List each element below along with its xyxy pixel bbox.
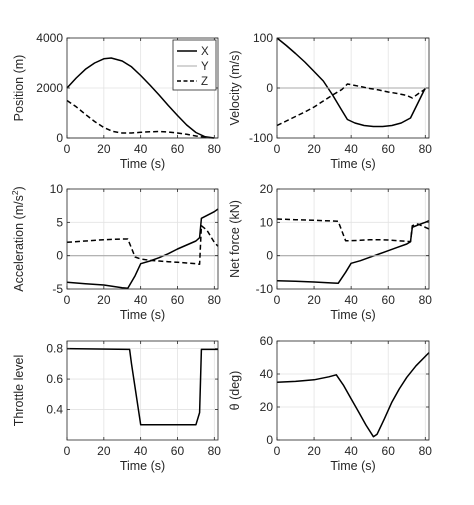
plot-area (67, 189, 218, 289)
x-tick-label: 40 (344, 142, 358, 156)
legend-label-y: Y (201, 61, 209, 73)
series-line-3 (66, 224, 219, 266)
y-tick-label: 0 (266, 249, 273, 263)
x-tick-label: 20 (97, 142, 111, 156)
legend-label-z: Z (201, 76, 208, 88)
x-tick-label: 40 (134, 444, 148, 458)
x-axis-label: Time (s) (120, 157, 165, 171)
x-tick-label: 40 (134, 293, 148, 307)
x-tick-label: 20 (307, 142, 321, 156)
x-tick-label: 40 (134, 142, 148, 156)
y-tick-label: 0 (266, 81, 273, 95)
y-axis-label: Net force (kN) (228, 200, 242, 278)
x-tick-label: 80 (208, 293, 222, 307)
axes-frame (66, 340, 219, 441)
axes-frame (66, 188, 219, 290)
x-tick-label: 40 (344, 293, 358, 307)
x-tick-label: 80 (208, 444, 222, 458)
x-tick-label: 60 (171, 293, 185, 307)
y-tick-label: -5 (52, 282, 63, 296)
y-tick-label: 0.6 (46, 372, 63, 386)
y-tick-label: 2000 (36, 81, 63, 95)
x-axis-label: Time (s) (330, 157, 375, 171)
y-tick-label: 0 (56, 131, 63, 145)
series-line-3 (276, 83, 426, 127)
y-axis-label: Throttle level (12, 355, 26, 427)
legend-label-x: X (201, 46, 209, 58)
x-tick-label: 60 (171, 142, 185, 156)
x-tick-label: 40 (344, 444, 358, 458)
chart-throttle: 0 20 40 60 80 0.4 0.6 0.8 Time (s) Throttle level (12, 340, 222, 473)
axes-frame (276, 188, 430, 290)
x-axis-label: Time (s) (330, 308, 375, 322)
x-tick-label: 20 (307, 444, 321, 458)
x-axis-label: Time (s) (120, 459, 165, 473)
x-tick-label: 20 (307, 293, 321, 307)
y-axis-label: Position (m) (12, 55, 26, 122)
plot-area (277, 341, 429, 440)
series-line-3 (276, 218, 430, 243)
series-line-1 (66, 208, 219, 290)
series-line-z (66, 99, 215, 139)
y-tick-label: 4000 (36, 31, 63, 45)
x-tick-label: 0 (64, 293, 71, 307)
x-tick-label: 0 (274, 293, 281, 307)
x-tick-label: 80 (208, 142, 222, 156)
plot-area (67, 341, 218, 440)
plot-area (277, 189, 429, 289)
series-line-1 (66, 347, 218, 426)
y-tick-label: 0 (56, 249, 63, 263)
y-axis-label: Velocity (m/s) (228, 50, 242, 125)
legend: XYZ (172, 39, 217, 91)
y-tick-label: 10 (260, 215, 274, 229)
y-tick-label: 0.8 (46, 342, 63, 356)
y-tick-label: -10 (256, 282, 274, 296)
x-tick-label: 60 (382, 142, 396, 156)
x-tick-label: 0 (64, 444, 71, 458)
x-tick-label: 60 (382, 293, 396, 307)
y-axis-label: Acceleration (m/s2) (10, 186, 26, 291)
chart-position: 0 20 40 60 80 0 2000 4000 Time (s) Position (m) XY… (12, 31, 221, 171)
x-tick-label: 80 (419, 444, 433, 458)
x-tick-label: 80 (419, 142, 433, 156)
x-tick-label: 60 (382, 444, 396, 458)
y-tick-label: -100 (249, 131, 273, 145)
y-tick-label: 60 (260, 334, 274, 348)
x-tick-label: 80 (419, 293, 433, 307)
y-tick-label: 5 (56, 215, 63, 229)
y-tick-label: 20 (260, 182, 274, 196)
series-line-1 (276, 37, 426, 128)
y-axis-label: θ (deg) (228, 371, 242, 411)
legend-box (172, 39, 217, 91)
x-axis-label: Time (s) (330, 459, 375, 473)
x-tick-label: 20 (97, 444, 111, 458)
x-tick-label: 0 (64, 142, 71, 156)
x-tick-label: 20 (97, 293, 111, 307)
y-tick-label: 0.4 (46, 403, 63, 417)
series-line-x (66, 57, 215, 139)
series-line-1 (276, 352, 430, 438)
y-tick-label: 100 (253, 31, 273, 45)
y-tick-label: 40 (260, 367, 274, 381)
x-tick-label: 60 (171, 444, 185, 458)
x-tick-label: 0 (274, 444, 281, 458)
x-tick-label: 0 (274, 142, 281, 156)
axes-frame (276, 340, 430, 441)
y-tick-label: 0 (266, 433, 273, 447)
y-tick-label: 10 (50, 182, 64, 196)
y-tick-label: 20 (260, 400, 274, 414)
x-axis-label: Time (s) (120, 308, 165, 322)
chart-theta: 0 20 40 60 80 0 20 40 60 Time (s) θ (deg) (228, 334, 432, 473)
